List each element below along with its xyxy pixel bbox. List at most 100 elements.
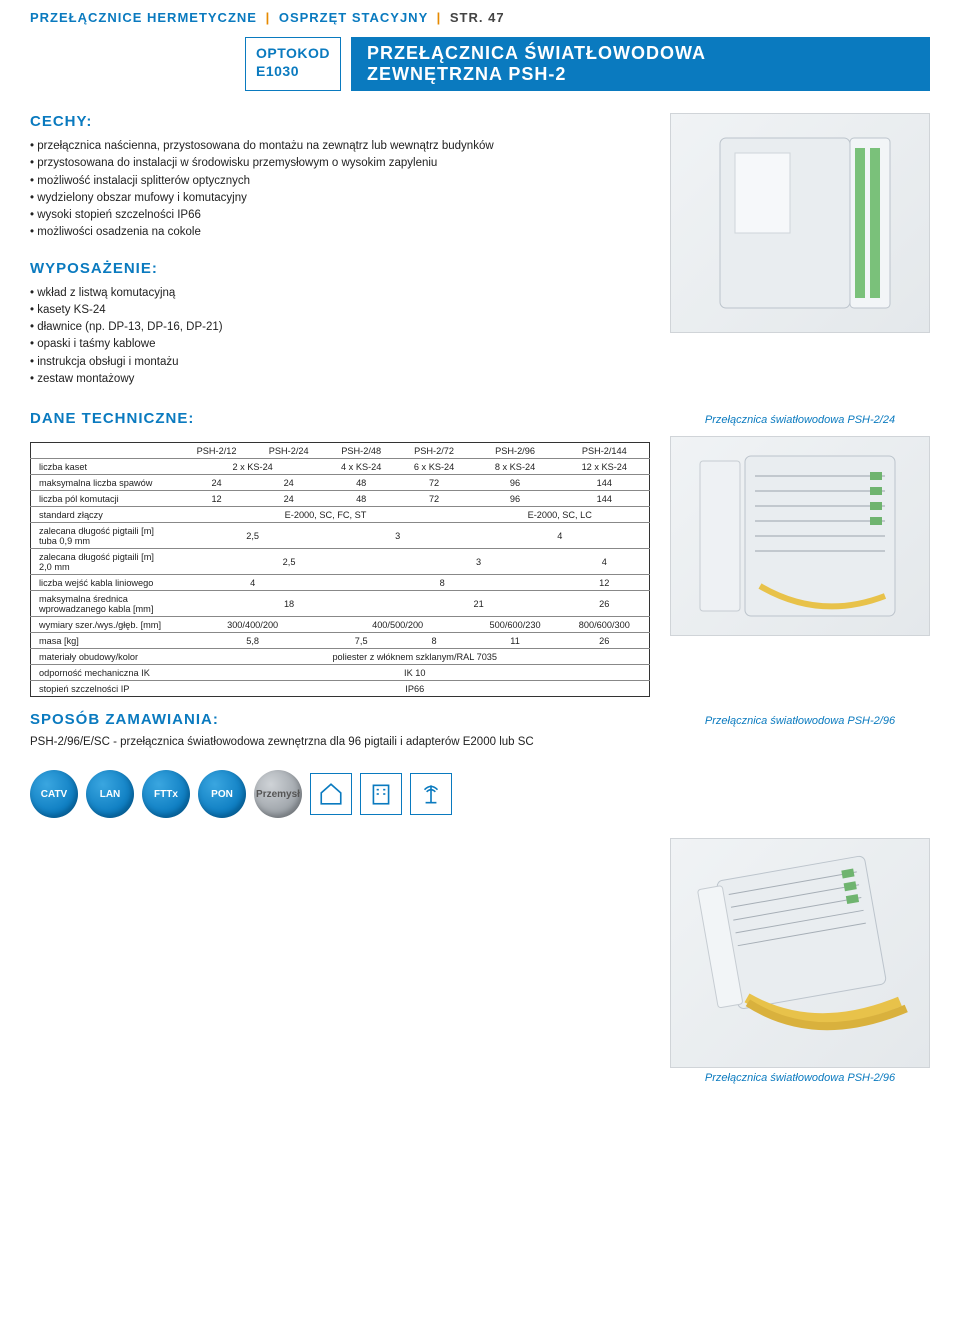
breadcrumb-a: PRZEŁĄCZNICE HERMETYCZNE <box>30 10 257 25</box>
table-cell: 26 <box>560 591 650 617</box>
table-cell: 800/600/300 <box>560 617 650 633</box>
table-cell: 5,8 <box>181 633 325 649</box>
table-row: liczba wejść kabla liniowego4812 <box>31 575 650 591</box>
building-icon <box>360 773 402 815</box>
separator-icon: | <box>266 10 271 25</box>
list-item: możliwość instalacji splitterów optyczny… <box>30 173 650 190</box>
title-line1: PRZEŁĄCZNICA ŚWIATŁOWODOWA <box>367 43 914 64</box>
list-item: przystosowana do instalacji w środowisku… <box>30 155 650 172</box>
table-row: odporność mechaniczna IKIK 10 <box>31 665 650 681</box>
table-row: masa [kg]5,87,581126 <box>31 633 650 649</box>
table-header: PSH-2/48 <box>325 443 398 459</box>
title-line2: ZEWNĘTRZNA PSH-2 <box>367 64 914 85</box>
row-label: masa [kg] <box>31 633 181 649</box>
table-row: materiały obudowy/kolorpoliester z włókn… <box>31 649 650 665</box>
table-cell: 2 x KS-24 <box>181 459 325 475</box>
image-caption-2: Przełącznica światłowodowa PSH-2/96 <box>670 715 930 727</box>
row-label: zalecana długość pigtaili [m] 2,0 mm <box>31 549 181 575</box>
table-row: liczba kaset2 x KS-244 x KS-246 x KS-248… <box>31 459 650 475</box>
table-cell: 8 <box>398 633 471 649</box>
product-code-box: OPTOKOD E1030 <box>245 37 341 91</box>
table-cell: 24 <box>253 491 325 507</box>
category-badges: CATV LAN FTTx PON Przemysł <box>30 770 650 818</box>
list-item: dławnice (np. DP-13, DP-16, DP-21) <box>30 319 650 336</box>
table-cell: 12 <box>560 575 650 591</box>
table-cell: 72 <box>398 475 471 491</box>
row-label: maksymalna liczba spawów <box>31 475 181 491</box>
table-cell: 3 <box>398 549 560 575</box>
list-item: instrukcja obsługi i montażu <box>30 354 650 371</box>
table-cell: E-2000, SC, LC <box>471 507 650 523</box>
row-label: zalecana długość pigtaili [m] tuba 0,9 m… <box>31 523 181 549</box>
table-cell: 4 x KS-24 <box>325 459 398 475</box>
list-item: zestaw montażowy <box>30 371 650 388</box>
table-cell: 24 <box>253 475 325 491</box>
table-cell: 144 <box>560 475 650 491</box>
row-label: liczba wejść kabla liniowego <box>31 575 181 591</box>
table-cell: 12 <box>181 491 253 507</box>
specs-heading: DANE TECHNICZNE: <box>30 410 650 427</box>
table-cell: 24 <box>181 475 253 491</box>
list-item: opaski i taśmy kablowe <box>30 336 650 353</box>
table-cell: 6 x KS-24 <box>398 459 471 475</box>
badge-lan: LAN <box>86 770 134 818</box>
table-cell: 21 <box>398 591 560 617</box>
header-row: OPTOKOD E1030 PRZEŁĄCZNICA ŚWIATŁOWODOWA… <box>30 37 930 91</box>
badge-pon: PON <box>198 770 246 818</box>
table-cell: 96 <box>471 491 560 507</box>
table-row: liczba pól komutacji1224487296144 <box>31 491 650 507</box>
list-item: wydzielony obszar mufowy i komutacyjny <box>30 190 650 207</box>
product-image-psh-2-96-b <box>670 838 930 1068</box>
row-label: standard złączy <box>31 507 181 523</box>
list-item: przełącznica naścienna, przystosowana do… <box>30 138 650 155</box>
table-row: standard złączyE-2000, SC, FC, STE-2000,… <box>31 507 650 523</box>
row-label: wymiary szer./wys./głęb. [mm] <box>31 617 181 633</box>
code-line1: OPTOKOD <box>256 44 330 62</box>
row-label: maksymalna średnica wprowadzanego kabla … <box>31 591 181 617</box>
specs-table: PSH-2/12PSH-2/24PSH-2/48PSH-2/72PSH-2/96… <box>30 442 650 697</box>
table-cell: 26 <box>560 633 650 649</box>
table-cell: IK 10 <box>181 665 650 681</box>
table-cell: 3 <box>325 523 471 549</box>
table-row: maksymalna liczba spawów2424487296144 <box>31 475 650 491</box>
table-cell: 300/400/200 <box>181 617 325 633</box>
code-line2: E1030 <box>256 62 330 80</box>
row-label: materiały obudowy/kolor <box>31 649 181 665</box>
table-cell: IP66 <box>181 681 650 697</box>
row-label: liczba pól komutacji <box>31 491 181 507</box>
table-cell: 144 <box>560 491 650 507</box>
table-cell: 4 <box>560 549 650 575</box>
product-image-psh-2-96-a <box>670 436 930 636</box>
table-cell: E-2000, SC, FC, ST <box>181 507 471 523</box>
table-header: PSH-2/72 <box>398 443 471 459</box>
equipment-heading: WYPOSAŻENIE: <box>30 260 650 277</box>
table-header: PSH-2/144 <box>560 443 650 459</box>
features-heading: CECHY: <box>30 113 650 130</box>
breadcrumb-b: OSPRZĘT STACYJNY <box>279 10 428 25</box>
page-number: STR. 47 <box>450 10 505 25</box>
table-header: PSH-2/12 <box>181 443 253 459</box>
table-row: maksymalna średnica wprowadzanego kabla … <box>31 591 650 617</box>
features-list: przełącznica naścienna, przystosowana do… <box>30 138 650 242</box>
table-cell: 12 x KS-24 <box>560 459 650 475</box>
table-header <box>31 443 181 459</box>
equipment-list: wkład z listwą komutacyjnąkasety KS-24dł… <box>30 285 650 389</box>
badge-fttx: FTTx <box>142 770 190 818</box>
table-header: PSH-2/24 <box>253 443 325 459</box>
image-caption-3: Przełącznica światłowodowa PSH-2/96 <box>670 1072 930 1084</box>
list-item: wysoki stopień szczelności IP66 <box>30 207 650 224</box>
breadcrumb: PRZEŁĄCZNICE HERMETYCZNE | OSPRZĘT STACY… <box>30 10 930 25</box>
product-image-psh-2-24 <box>670 113 930 333</box>
table-row: zalecana długość pigtaili [m] tuba 0,9 m… <box>31 523 650 549</box>
row-label: odporność mechaniczna IK <box>31 665 181 681</box>
table-cell: 7,5 <box>325 633 398 649</box>
list-item: możliwości osadzenia na cokole <box>30 224 650 241</box>
image-caption-1: Przełącznica światłowodowa PSH-2/24 <box>670 414 930 426</box>
table-cell: 4 <box>181 575 325 591</box>
row-label: stopień szczelności IP <box>31 681 181 697</box>
table-cell: 72 <box>398 491 471 507</box>
row-label: liczba kaset <box>31 459 181 475</box>
table-cell: 500/600/230 <box>471 617 560 633</box>
separator-icon: | <box>437 10 442 25</box>
table-header: PSH-2/96 <box>471 443 560 459</box>
